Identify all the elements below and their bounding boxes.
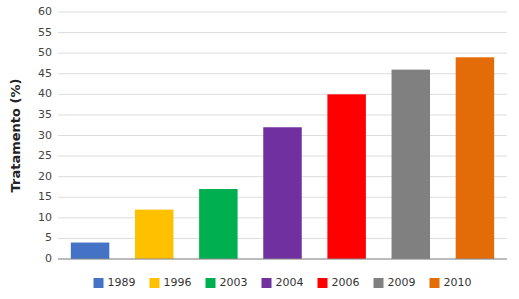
legend-label: 2006 xyxy=(332,276,360,289)
bar xyxy=(392,70,430,259)
bar xyxy=(71,243,109,259)
legend-label: 2003 xyxy=(220,276,248,289)
bars xyxy=(71,57,494,259)
tick-label: 60 xyxy=(38,5,52,18)
tick-label: 40 xyxy=(38,87,52,100)
legend-label: 1989 xyxy=(108,276,136,289)
bar xyxy=(456,57,494,259)
legend-label: 2009 xyxy=(388,276,416,289)
tick-label: 15 xyxy=(38,190,52,203)
tick-label: 20 xyxy=(38,170,52,183)
tick-label: 50 xyxy=(38,46,52,59)
legend-swatch xyxy=(206,278,216,288)
grid-line xyxy=(58,12,507,13)
legend-label: 2010 xyxy=(444,276,472,289)
tick-label: 30 xyxy=(38,129,52,142)
legend-swatch xyxy=(430,278,440,288)
grid-line xyxy=(58,53,507,54)
bar xyxy=(263,127,301,259)
legend-swatch xyxy=(262,278,272,288)
tick-label: 25 xyxy=(38,149,52,162)
tick-label: 35 xyxy=(38,108,52,121)
grid-line xyxy=(58,259,507,260)
tick-label: 45 xyxy=(38,67,52,80)
bar xyxy=(327,94,365,259)
grid-line xyxy=(58,94,507,95)
grid-line xyxy=(58,114,507,115)
bar xyxy=(135,210,173,259)
tick-label: 5 xyxy=(45,231,52,244)
legend-swatch xyxy=(94,278,104,288)
legend: 1989 1996 2003 2004 2006 2009 2010 xyxy=(94,276,472,289)
bar xyxy=(199,189,237,259)
legend-swatch xyxy=(318,278,328,288)
tick-label: 10 xyxy=(38,211,52,224)
legend-swatch xyxy=(374,278,384,288)
tick-label: 0 xyxy=(45,252,52,265)
chart: 0 5 10 15 20 25 30 35 40 45 50 55 60 Tratamento (%) 19… xyxy=(0,0,519,299)
axis-label: Tratamento (%) xyxy=(8,79,23,193)
grid-line xyxy=(58,32,507,33)
legend-swatch xyxy=(150,278,160,288)
legend-label: 1996 xyxy=(164,276,192,289)
tick-label: 55 xyxy=(38,26,52,39)
x-axis-line xyxy=(58,259,507,260)
legend-label: 2004 xyxy=(276,276,304,289)
grid-line xyxy=(58,73,507,74)
